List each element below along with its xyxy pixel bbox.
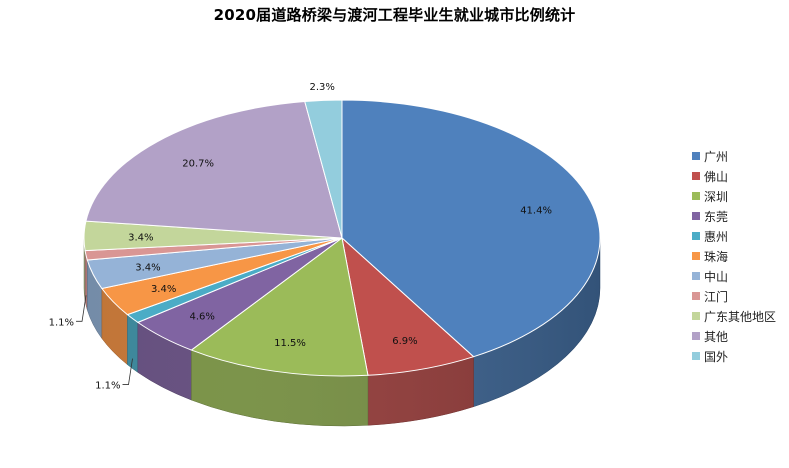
legend-label: 广州 (704, 149, 729, 164)
legend-label: 广东其他地区 (704, 309, 777, 324)
legend-label: 其他 (704, 329, 729, 344)
data-label-slice-5: 1.1% (95, 381, 120, 392)
chart-title: 2020届道路桥梁与渡河工程毕业生就业城市比例统计 (213, 6, 576, 24)
pie-labels: 41.4% 6.9% 11.5% 4.6% 1.1% 3.4% 3.4% 1.1% 3.4% 20… (49, 82, 552, 391)
pie-slice-3 (190, 237, 369, 377)
legend-label: 珠海 (704, 249, 729, 264)
legend-item: 惠州 (692, 226, 788, 246)
legend-item: 中山 (692, 266, 788, 286)
legend-item: 江门 (692, 286, 788, 306)
legend-swatch (692, 152, 700, 160)
legend-item: 深圳 (692, 186, 788, 206)
legend-swatch (692, 212, 700, 220)
chart-legend: 广州佛山深圳东莞惠州珠海中山江门广东其他地区 其他国外 (692, 146, 788, 366)
pie-slice-10 (85, 100, 343, 239)
legend-label: 国外 (704, 349, 729, 364)
legend-item: 其他 (692, 326, 788, 346)
legend-swatch (692, 352, 700, 360)
legend-swatch (692, 232, 700, 240)
pie-tops (83, 99, 601, 377)
data-label-slice-8: 1.1% (49, 317, 74, 328)
legend-label: 深圳 (704, 189, 729, 204)
legend-swatch (692, 192, 700, 200)
data-label-slice-6: 3.4% (151, 284, 176, 295)
legend-label: 江门 (704, 289, 729, 304)
pie-slice-11 (304, 99, 343, 239)
legend-swatch (692, 312, 700, 320)
leader-line-slice-8 (76, 295, 87, 322)
legend-swatch (692, 292, 700, 300)
legend-item: 广州 (692, 146, 788, 166)
legend-swatch (692, 172, 700, 180)
leader-line-slice-5 (122, 358, 133, 385)
legend-item: 佛山 (692, 166, 788, 186)
legend-swatch (692, 272, 700, 280)
data-label-slice-4: 4.6% (189, 311, 214, 322)
pie-slice-1 (341, 99, 601, 358)
legend-item: 珠海 (692, 246, 788, 266)
legend-item: 东莞 (692, 206, 788, 226)
data-label-slice-1: 41.4% (520, 206, 552, 217)
data-label-slice-7: 3.4% (135, 262, 160, 273)
pie-side-shading (84, 238, 600, 426)
data-label-slice-9: 3.4% (128, 232, 153, 243)
legend-item: 国外 (692, 346, 788, 366)
legend-label: 东莞 (704, 209, 729, 224)
legend-swatch (692, 252, 700, 260)
pie-slice-2 (341, 236, 475, 376)
legend-label: 惠州 (704, 229, 729, 244)
pie-sides (83, 237, 601, 427)
legend-label: 中山 (704, 269, 729, 284)
data-label-slice-10: 20.7% (182, 159, 214, 170)
legend-swatch (692, 332, 700, 340)
data-label-slice-3: 11.5% (274, 338, 306, 349)
legend-item: 广东其他地区 (692, 306, 788, 326)
data-label-slice-11: 2.3% (310, 82, 335, 93)
legend-label: 佛山 (704, 169, 729, 184)
data-label-slice-2: 6.9% (392, 336, 417, 347)
